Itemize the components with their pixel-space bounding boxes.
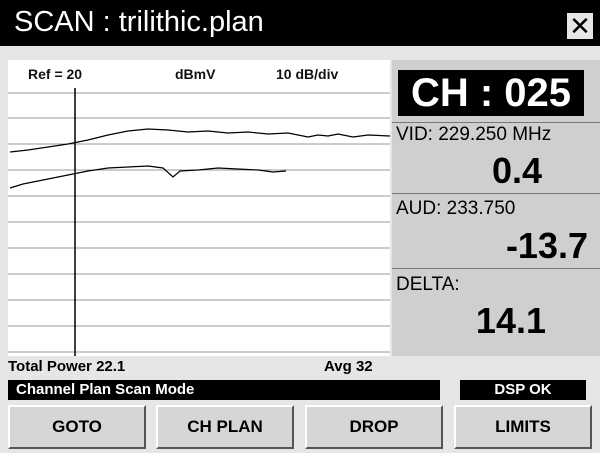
video-trace: [9, 128, 391, 153]
video-label: VID: 229.250 MHz: [396, 124, 552, 145]
average: Avg 32: [324, 358, 373, 375]
delta-value: 14.1: [475, 300, 546, 341]
title-bar: [0, 0, 600, 46]
grid-lines: [8, 92, 390, 353]
scale: 10 dB/div: [276, 66, 339, 82]
spectrum-plot: [8, 60, 391, 356]
audio-trace: [9, 165, 287, 189]
audio-label: AUD: 233.750: [396, 198, 516, 219]
ch-plan-button[interactable]: CH PLAN: [156, 405, 294, 449]
audio-level: -13.7: [505, 225, 588, 266]
units: dBmV: [175, 66, 216, 82]
divider: [392, 122, 600, 123]
channel: CH : 025: [398, 70, 584, 116]
divider: [392, 193, 600, 194]
reference-level: Ref = 20: [28, 66, 83, 82]
plot-graphics: [8, 88, 391, 356]
close-button[interactable]: ✕: [566, 12, 594, 40]
video-level: 0.4: [491, 150, 542, 191]
divider: [392, 268, 600, 269]
dsp-status: DSP OK: [460, 380, 586, 400]
goto-button[interactable]: GOTO: [8, 405, 146, 449]
delta-label: DELTA:: [396, 274, 460, 295]
total-power: Total Power 22.1: [8, 358, 126, 375]
window-title: SCAN : trilithic.plan: [14, 6, 264, 38]
mode-bar: Channel Plan Scan Mode: [8, 380, 440, 400]
drop-button[interactable]: DROP: [305, 405, 443, 449]
limits-button[interactable]: LIMITS: [454, 405, 592, 449]
